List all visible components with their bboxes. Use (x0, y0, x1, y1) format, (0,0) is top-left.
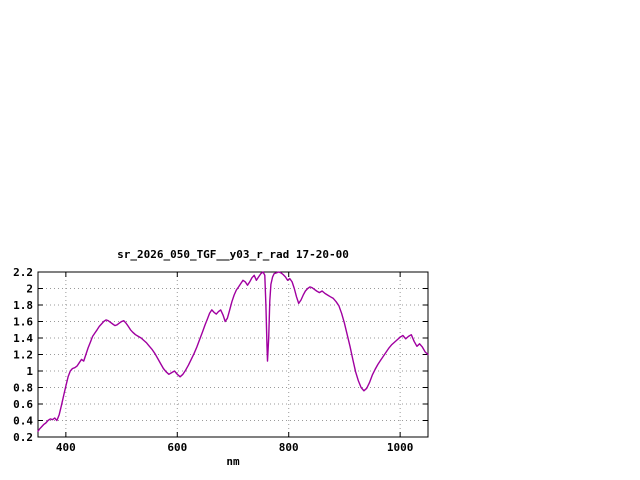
y-tick-label: 2.2 (13, 266, 33, 279)
y-tick-label: 1.4 (13, 332, 33, 345)
y-tick-label: 1.2 (13, 349, 33, 362)
x-tick-label: 600 (167, 441, 187, 454)
chart-title: sr_2026_050_TGF__y03_r_rad 17-20-00 (117, 248, 349, 261)
y-tick-label: 0.2 (13, 431, 33, 444)
y-tick-label: 1 (26, 365, 33, 378)
y-tick-label: 0.6 (13, 398, 33, 411)
y-tick-label: 0.4 (13, 415, 33, 428)
x-tick-label: 800 (279, 441, 299, 454)
y-tick-label: 1.6 (13, 316, 33, 329)
x-axis-label: nm (226, 455, 240, 468)
y-tick-label: 1.8 (13, 299, 33, 312)
x-tick-label: 400 (56, 441, 76, 454)
y-tick-label: 2 (26, 283, 33, 296)
series-line (37, 271, 429, 432)
x-tick-label: 1000 (387, 441, 414, 454)
y-tick-label: 0.8 (13, 382, 33, 395)
